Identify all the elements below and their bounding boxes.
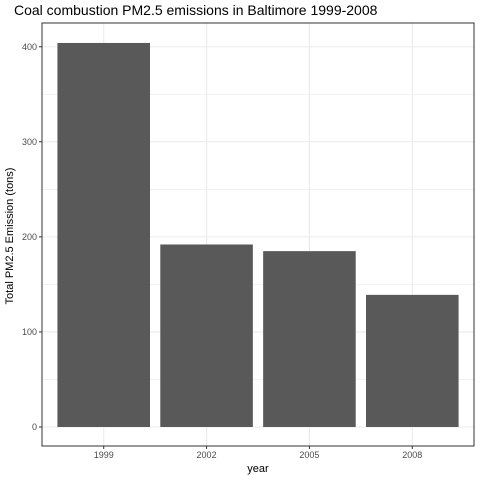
bars (57, 42, 459, 427)
panel-border (41, 22, 475, 447)
x-tick-label: 1999 (94, 450, 114, 460)
bar-2008 (366, 294, 459, 427)
x-axis: 1999 2002 2005 2008 (94, 446, 422, 460)
x-tick-label: 2005 (299, 450, 319, 460)
y-axis: 0 100 200 300 400 (22, 42, 42, 432)
y-tick-label: 300 (22, 137, 37, 147)
x-axis-title: year (247, 463, 269, 475)
x-tick-label: 2002 (197, 450, 217, 460)
y-tick-label: 0 (32, 422, 37, 432)
y-axis-title: Total PM2.5 Emission (tons) (4, 168, 16, 305)
y-tick-label: 200 (22, 232, 37, 242)
y-tick-label: 400 (22, 42, 37, 52)
bar-2002 (160, 244, 253, 427)
x-tick-label: 2008 (402, 450, 422, 460)
bar-2005 (263, 251, 356, 427)
bar-1999 (57, 42, 150, 427)
chart-title: Coal combustion PM2.5 emissions in Balti… (14, 2, 378, 18)
y-tick-label: 100 (22, 327, 37, 337)
